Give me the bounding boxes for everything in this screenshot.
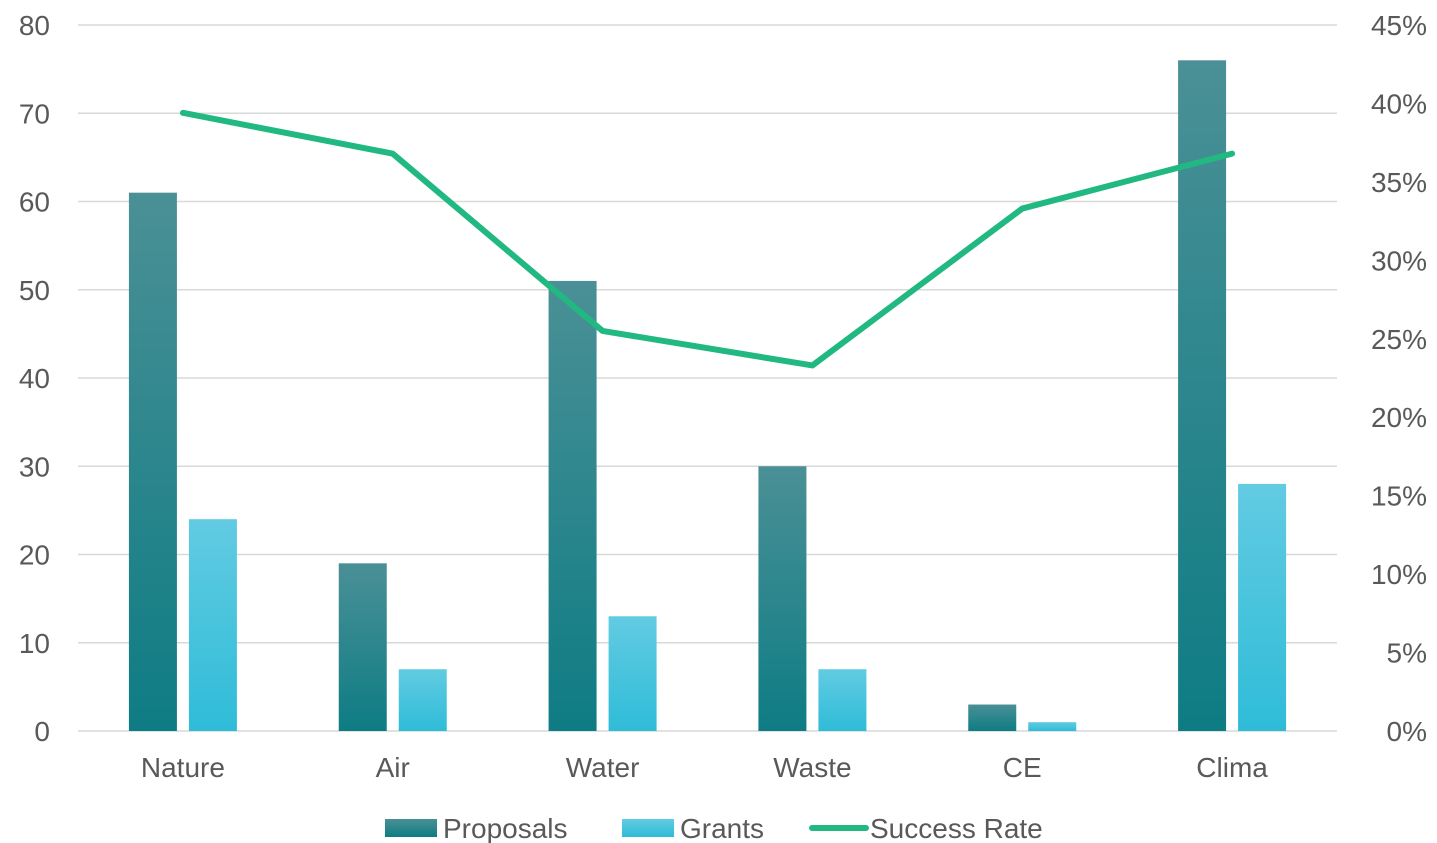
success-rate-line bbox=[179, 109, 1236, 369]
y-right-tick-label: 45% bbox=[1371, 10, 1427, 41]
y-left-tick-label: 0 bbox=[34, 716, 50, 747]
bars-layer bbox=[128, 60, 1287, 732]
legend-label-proposals: Proposals bbox=[443, 813, 568, 843]
y-right-tick-label: 20% bbox=[1371, 402, 1427, 433]
bar-grants-clima bbox=[1238, 483, 1287, 731]
y-right-tick-label: 30% bbox=[1371, 245, 1427, 276]
axis-labels: 0 10 20 30 40 50 60 70 80 0% 5% 10% 15% 20% 25% 30% 35% 4… bbox=[19, 10, 1427, 783]
bar-grants-air bbox=[398, 669, 447, 731]
y-right-tick-label: 35% bbox=[1371, 167, 1427, 198]
bar-proposals-nature bbox=[128, 192, 177, 732]
bar-grants-ce bbox=[1028, 722, 1077, 731]
legend-swatch-proposals bbox=[385, 819, 437, 837]
y-left-tick-label: 10 bbox=[19, 628, 50, 659]
y-left-tick-label: 70 bbox=[19, 98, 50, 129]
y-right-tick-label: 15% bbox=[1371, 481, 1427, 512]
y-right-tick-label: 40% bbox=[1371, 88, 1427, 119]
y-left-tick-label: 80 bbox=[19, 10, 50, 41]
y-left-tick-label: 50 bbox=[19, 275, 50, 306]
grid-lines bbox=[78, 24, 1337, 732]
legend-swatch-grants bbox=[622, 819, 674, 837]
bar-grants-water bbox=[608, 616, 657, 731]
bar-proposals-clima bbox=[1178, 60, 1227, 732]
bar-grants-waste bbox=[818, 669, 867, 731]
bar-proposals-waste bbox=[758, 466, 807, 731]
y-left-tick-label: 40 bbox=[19, 363, 50, 394]
x-tick-label: Water bbox=[566, 752, 640, 783]
x-tick-label: CE bbox=[1003, 752, 1042, 783]
y-right-tick-label: 10% bbox=[1371, 559, 1427, 590]
bar-proposals-water bbox=[548, 280, 597, 731]
legend-label-success-rate: Success Rate bbox=[870, 813, 1043, 843]
y-left-tick-label: 20 bbox=[19, 540, 50, 571]
x-tick-label: Nature bbox=[141, 752, 225, 783]
y-right-tick-label: 5% bbox=[1387, 638, 1427, 669]
legend: Proposals Grants Success Rate bbox=[385, 813, 1043, 843]
x-tick-label: Clima bbox=[1196, 752, 1268, 783]
bar-proposals-ce bbox=[968, 704, 1017, 731]
y-right-tick-label: 25% bbox=[1371, 324, 1427, 355]
x-tick-label: Waste bbox=[773, 752, 851, 783]
bar-proposals-air bbox=[338, 563, 387, 731]
y-right-tick-label: 0% bbox=[1387, 716, 1427, 747]
y-left-tick-label: 60 bbox=[19, 187, 50, 218]
x-tick-label: Air bbox=[376, 752, 410, 783]
bar-grants-nature bbox=[188, 519, 237, 731]
y-left-tick-label: 30 bbox=[19, 451, 50, 482]
legend-label-grants: Grants bbox=[680, 813, 764, 843]
success-rate-line-layer bbox=[179, 109, 1236, 369]
